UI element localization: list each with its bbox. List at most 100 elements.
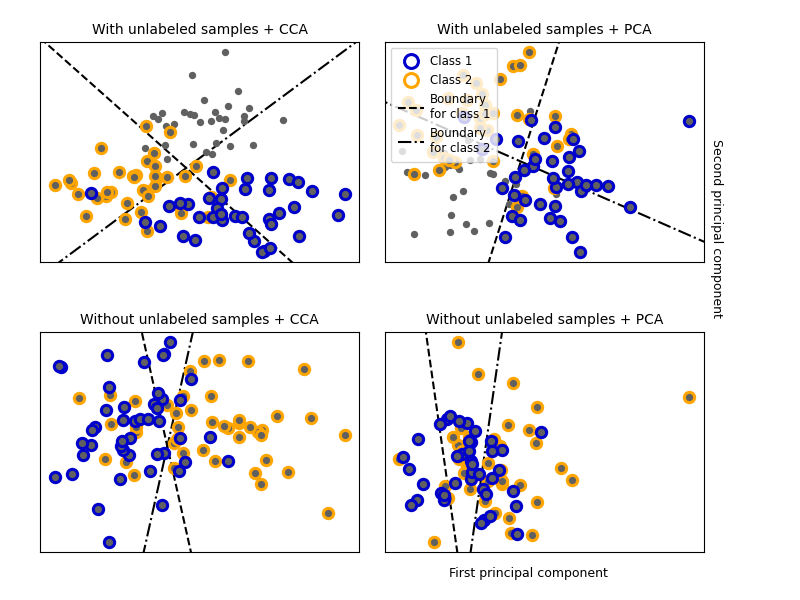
Point xyxy=(143,467,156,476)
Point xyxy=(481,125,494,135)
Point xyxy=(114,474,126,484)
Point xyxy=(190,161,202,171)
Point xyxy=(243,103,256,113)
Point xyxy=(407,170,420,179)
Point xyxy=(461,418,474,427)
Point xyxy=(527,149,540,159)
Point xyxy=(580,180,593,190)
Point xyxy=(433,165,446,175)
Point xyxy=(464,437,477,446)
Point xyxy=(157,350,170,360)
Point xyxy=(562,179,574,189)
Legend: Class 1, Class 2, Boundary
for class 1, Boundary
for class 2: Class 1, Class 2, Boundary for class 1, … xyxy=(390,48,498,162)
Point xyxy=(128,397,141,406)
Point xyxy=(130,422,142,432)
Point xyxy=(233,432,246,442)
Point xyxy=(446,193,459,202)
Point xyxy=(149,181,162,191)
Point xyxy=(98,454,111,464)
Point xyxy=(193,212,206,222)
Point xyxy=(408,230,421,239)
Point xyxy=(101,187,114,197)
Point xyxy=(238,111,250,121)
Point xyxy=(543,213,556,223)
Point xyxy=(118,214,131,224)
Point xyxy=(205,192,218,202)
Point xyxy=(485,446,498,455)
Point xyxy=(137,185,150,194)
Point xyxy=(401,167,414,177)
Point xyxy=(135,207,148,217)
Point xyxy=(417,479,430,488)
Point xyxy=(217,125,230,135)
Point xyxy=(478,109,491,118)
Point xyxy=(164,337,177,347)
Point xyxy=(494,441,506,451)
Point xyxy=(178,107,190,117)
Point xyxy=(139,121,152,131)
Point xyxy=(206,167,219,176)
Point xyxy=(153,416,166,426)
Point xyxy=(104,391,117,400)
Point xyxy=(196,445,209,454)
Point xyxy=(456,70,469,80)
Point xyxy=(405,500,418,510)
Point xyxy=(119,457,132,466)
Point xyxy=(292,177,305,187)
Point xyxy=(418,170,431,179)
Point xyxy=(472,370,485,379)
Point xyxy=(538,133,550,143)
Point xyxy=(202,193,215,203)
Point xyxy=(259,455,272,465)
Point xyxy=(462,432,475,442)
Point xyxy=(550,182,562,191)
Point xyxy=(506,61,519,71)
Point xyxy=(182,199,194,209)
Point xyxy=(184,405,197,415)
Point xyxy=(222,456,234,466)
Point xyxy=(571,178,584,187)
Point xyxy=(490,134,503,144)
Point xyxy=(602,181,614,191)
Point xyxy=(104,187,117,197)
Point xyxy=(426,148,439,157)
Point xyxy=(214,209,227,219)
Point xyxy=(174,395,186,405)
Point xyxy=(518,195,531,205)
Point xyxy=(525,530,538,540)
Point xyxy=(176,231,189,241)
Point xyxy=(170,408,182,418)
Point xyxy=(151,115,164,124)
Point xyxy=(304,413,317,423)
Point xyxy=(546,173,559,183)
Point xyxy=(168,119,181,129)
Point xyxy=(463,446,476,455)
Point xyxy=(427,537,440,547)
Point xyxy=(549,189,562,199)
Point xyxy=(223,142,236,151)
Point xyxy=(574,247,586,257)
Point xyxy=(183,109,196,119)
Point xyxy=(465,456,478,466)
Point xyxy=(186,70,198,79)
Point xyxy=(494,74,506,83)
Point xyxy=(463,485,476,494)
Point xyxy=(116,415,129,425)
Point xyxy=(530,497,543,507)
Point xyxy=(590,181,602,190)
Point xyxy=(85,188,98,198)
Point xyxy=(525,115,538,125)
Point xyxy=(122,450,135,460)
Point xyxy=(222,423,234,433)
Point xyxy=(187,110,200,119)
Title: With unlabeled samples + PCA: With unlabeled samples + PCA xyxy=(437,23,652,37)
Point xyxy=(126,171,139,181)
Point xyxy=(476,144,489,154)
Point xyxy=(255,425,268,435)
Point xyxy=(265,220,278,229)
Point xyxy=(88,168,101,178)
Point xyxy=(212,355,225,365)
Point xyxy=(264,243,277,253)
Point xyxy=(174,433,186,443)
Point xyxy=(478,101,491,110)
